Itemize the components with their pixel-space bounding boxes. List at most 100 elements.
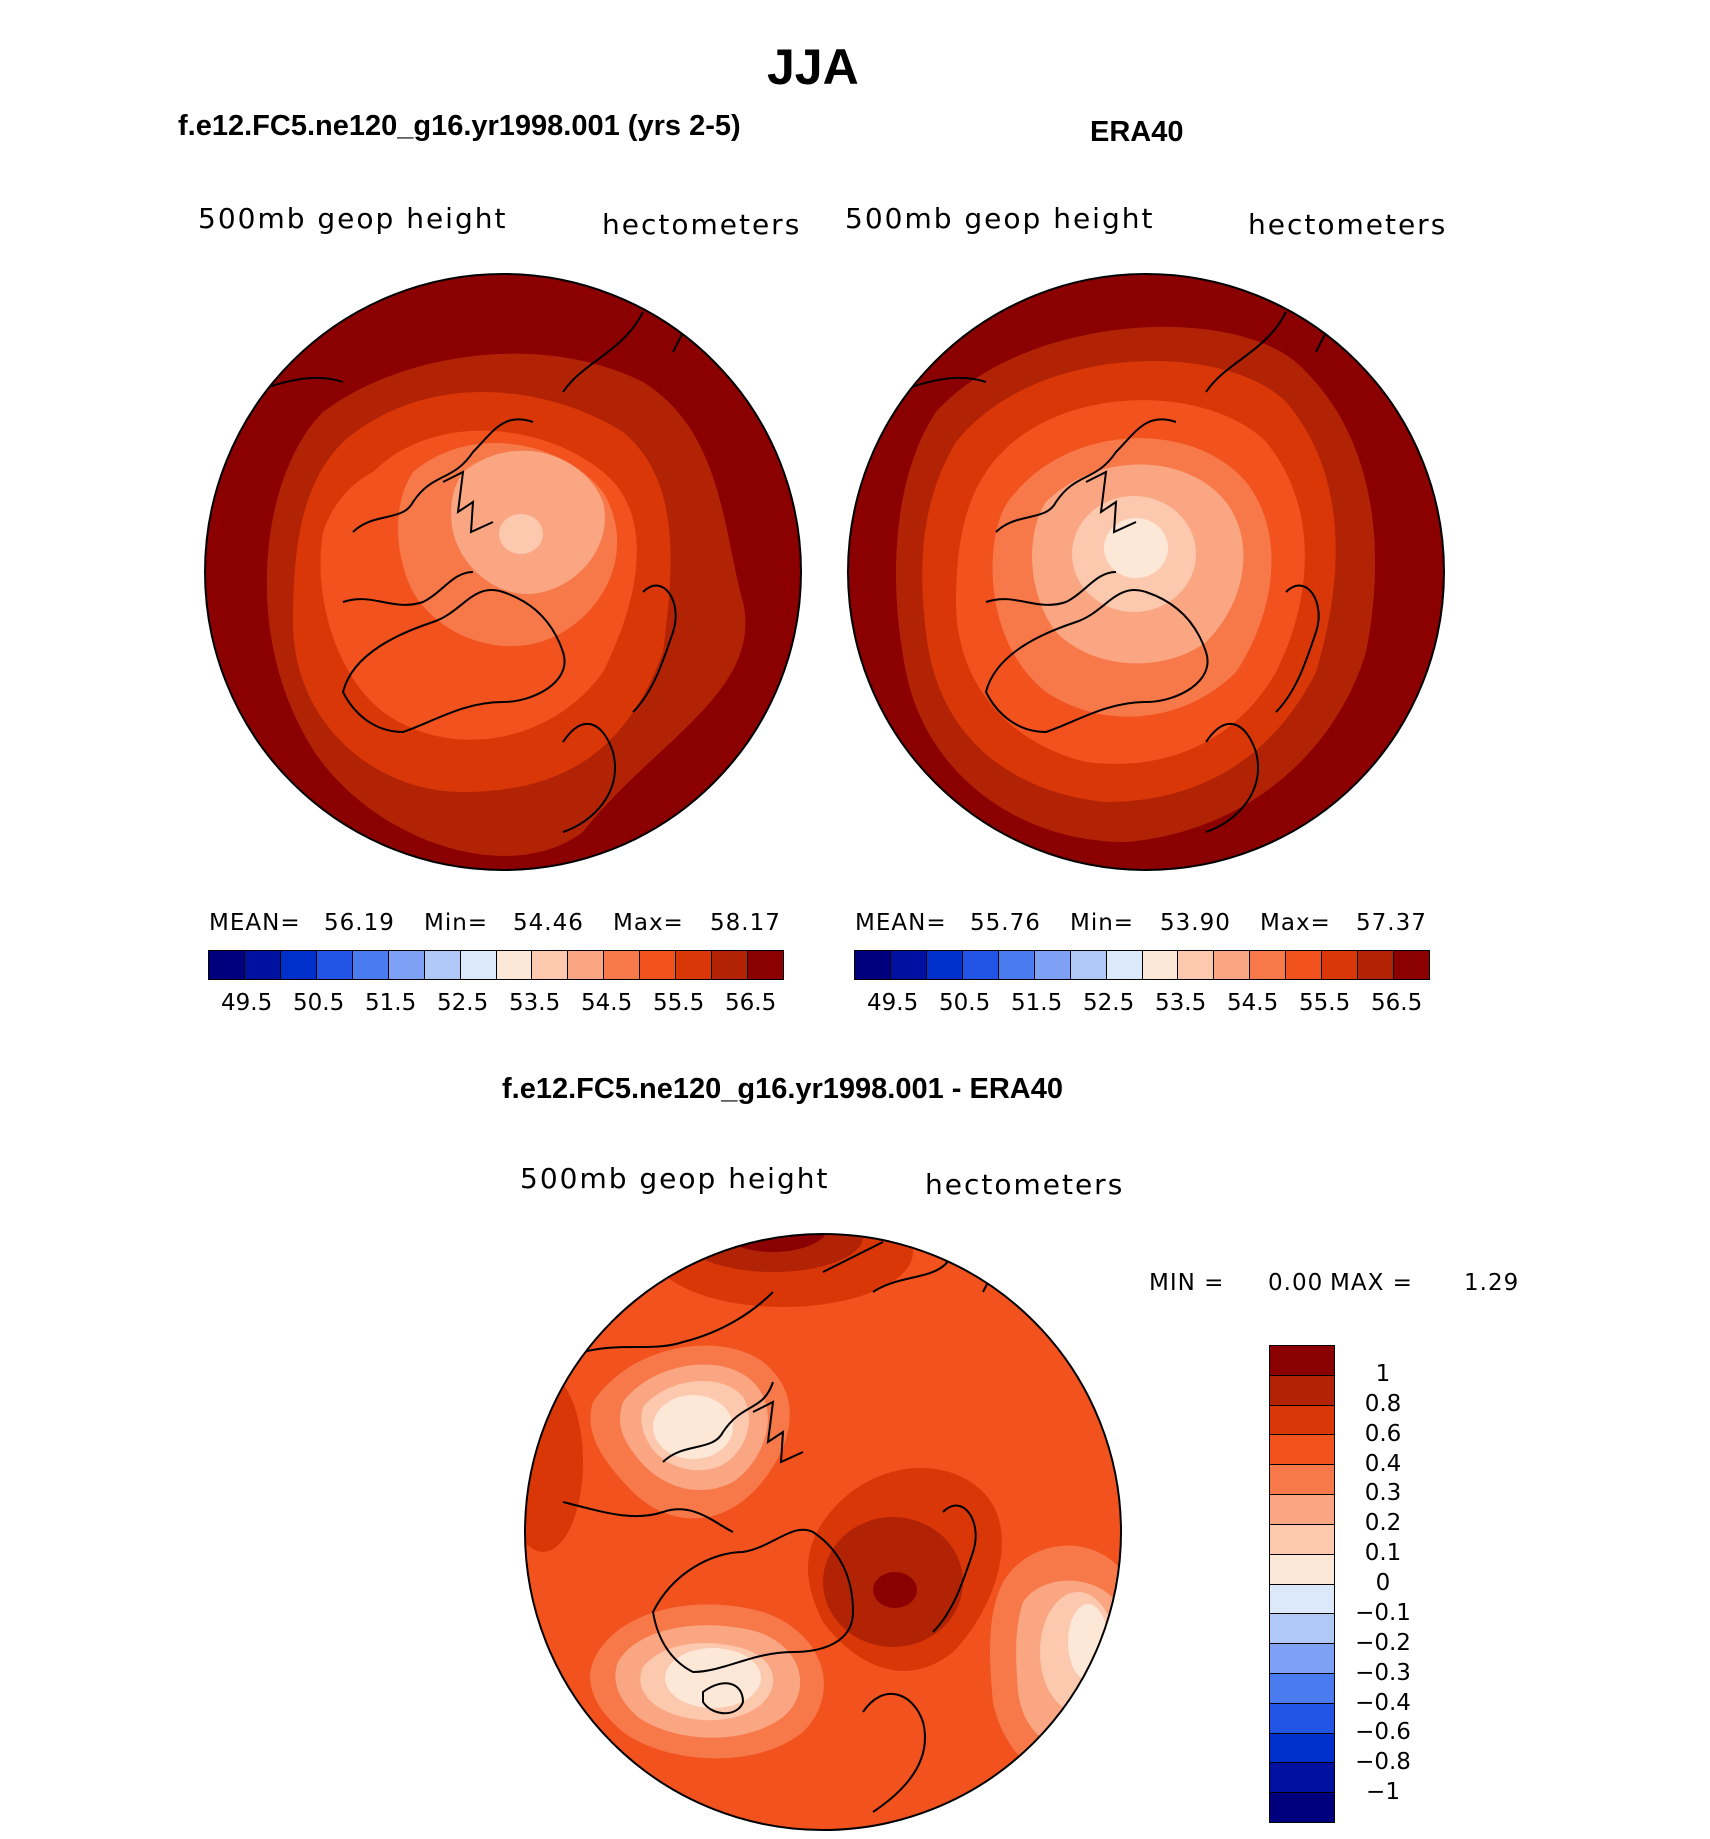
colorbar-swatch	[568, 951, 605, 979]
colorbar-tick-label: 0.2	[1364, 1510, 1402, 1537]
colorbar-tick-label: −0.4	[1355, 1689, 1411, 1716]
colorbar-swatch	[244, 951, 281, 979]
panel-1-mean-label: MEAN=	[209, 910, 301, 936]
colorbar-swatch	[1270, 1763, 1334, 1794]
panel-1-variable-label: 500mb geop height	[198, 202, 508, 235]
panel-2-units-label: hectometers	[1248, 208, 1448, 241]
colorbar-swatch	[1270, 1703, 1334, 1734]
colorbar-swatch	[1270, 1465, 1334, 1496]
panel-2-mean-label: MEAN=	[855, 910, 947, 936]
panel-1-min-label: Min=	[424, 910, 489, 936]
panel-1-max-label: Max=	[613, 910, 684, 936]
colorbar-swatch	[1270, 1495, 1334, 1525]
colorbar-tick-label: −0.1	[1355, 1599, 1411, 1626]
panel-1-polar-map	[204, 273, 802, 871]
colorbar-swatch	[496, 951, 533, 979]
colorbar-tick-label: 49.5	[867, 990, 919, 1016]
colorbar-swatch	[209, 951, 245, 979]
colorbar-tick-label: 55.5	[653, 990, 705, 1016]
colorbar-tick-label: −1	[1366, 1779, 1400, 1806]
colorbar-tick-label: −0.6	[1355, 1719, 1411, 1746]
panel-1-units-label: hectometers	[602, 208, 802, 241]
colorbar-tick-label: 54.5	[581, 990, 633, 1016]
panel-2-variable-label: 500mb geop height	[845, 202, 1155, 235]
panel-2-min-label: Min=	[1070, 910, 1135, 936]
colorbar-tick-label: 54.5	[1227, 990, 1279, 1016]
colorbar-swatch	[1270, 1584, 1334, 1615]
panel-2-colorbar-ticks	[0, 990, 1, 991]
panel-3-title: f.e12.FC5.ne120_g16.yr1998.001 - ERA40	[502, 1073, 1064, 1105]
panel-2-max-label: Max=	[1260, 910, 1331, 936]
colorbar-tick-label: 52.5	[1083, 990, 1135, 1016]
colorbar-swatch	[1270, 1405, 1334, 1436]
panel-3-variable-label: 500mb geop height	[520, 1162, 830, 1195]
colorbar-swatch	[1270, 1375, 1334, 1406]
colorbar-swatch	[640, 951, 677, 979]
colorbar-tick-label: 56.5	[1371, 990, 1423, 1016]
panel-2-min-value: 53.90	[1160, 910, 1231, 936]
colorbar-tick-label: 1	[1375, 1360, 1391, 1387]
colorbar-tick-label: 55.5	[1299, 990, 1351, 1016]
colorbar-tick-label: 51.5	[365, 990, 417, 1016]
colorbar-tick-label: 0.3	[1364, 1480, 1402, 1507]
panel-1-title: f.e12.FC5.ne120_g16.yr1998.001 (yrs 2-5)	[178, 110, 741, 142]
colorbar-tick-label: 49.5	[221, 990, 273, 1016]
colorbar-swatch	[604, 951, 641, 979]
colorbar-tick-label: −0.2	[1355, 1629, 1411, 1656]
colorbar-tick-label: 56.5	[725, 990, 777, 1016]
colorbar-swatch	[890, 951, 927, 979]
colorbar-swatch	[280, 951, 317, 979]
colorbar-swatch	[1270, 1644, 1334, 1674]
colorbar-swatch	[712, 951, 749, 979]
panel-2-max-value: 57.37	[1356, 910, 1427, 936]
colorbar-swatch	[1142, 951, 1179, 979]
colorbar-tick-label: −0.3	[1355, 1659, 1411, 1686]
panel-1-mean-value: 56.19	[324, 910, 395, 936]
panel-1-max-value: 58.17	[710, 910, 781, 936]
colorbar-swatch	[316, 951, 353, 979]
colorbar-swatch	[1270, 1524, 1334, 1555]
colorbar-swatch	[1106, 951, 1143, 979]
colorbar-tick-label: 50.5	[939, 990, 991, 1016]
colorbar-swatch	[1270, 1346, 1334, 1376]
panel-1-min-value: 54.46	[513, 910, 584, 936]
colorbar-swatch	[1250, 951, 1287, 979]
panel-3-min-label: MIN =	[1149, 1270, 1225, 1296]
panel-1-colorbar	[208, 950, 784, 980]
colorbar-swatch	[926, 951, 963, 979]
panel-3-max-label: MAX =	[1330, 1270, 1413, 1296]
colorbar-tick-label: −0.8	[1355, 1749, 1411, 1776]
colorbar-swatch	[1070, 951, 1107, 979]
colorbar-tick-label: 53.5	[1155, 990, 1207, 1016]
colorbar-swatch	[676, 951, 713, 979]
colorbar-tick-label: 53.5	[509, 990, 561, 1016]
panel-3-min-value: 0.00	[1268, 1270, 1324, 1296]
panel-3-polar-map	[524, 1233, 1122, 1831]
colorbar-swatch	[1178, 951, 1215, 979]
panel-3-max-value: 1.29	[1464, 1270, 1520, 1296]
colorbar-tick-label: 0.4	[1364, 1450, 1402, 1477]
colorbar-swatch	[1270, 1614, 1334, 1645]
colorbar-swatch	[532, 951, 569, 979]
colorbar-swatch	[388, 951, 425, 979]
colorbar-tick-label: 50.5	[293, 990, 345, 1016]
colorbar-swatch	[1270, 1673, 1334, 1704]
panel-2-mean-value: 55.76	[970, 910, 1041, 936]
panel-2-colorbar	[854, 950, 1430, 980]
colorbar-tick-label: 51.5	[1011, 990, 1063, 1016]
colorbar-swatch	[1270, 1435, 1334, 1466]
page-title: JJA	[767, 39, 859, 95]
colorbar-tick-label: 0.6	[1364, 1420, 1402, 1447]
colorbar-swatch	[998, 951, 1035, 979]
colorbar-tick-label: 0	[1375, 1570, 1391, 1596]
colorbar-swatch	[1270, 1733, 1334, 1764]
colorbar-swatch	[748, 951, 783, 979]
colorbar-tick-label: 0.1	[1364, 1540, 1402, 1567]
colorbar-swatch	[962, 951, 999, 979]
colorbar-swatch	[1322, 951, 1359, 979]
colorbar-swatch	[1270, 1554, 1334, 1585]
colorbar-swatch	[1270, 1793, 1334, 1822]
colorbar-swatch	[1034, 951, 1071, 979]
panel-3-colorbar-ticks	[1348, 0, 1349, 1]
panel-3-units-label: hectometers	[925, 1168, 1125, 1201]
